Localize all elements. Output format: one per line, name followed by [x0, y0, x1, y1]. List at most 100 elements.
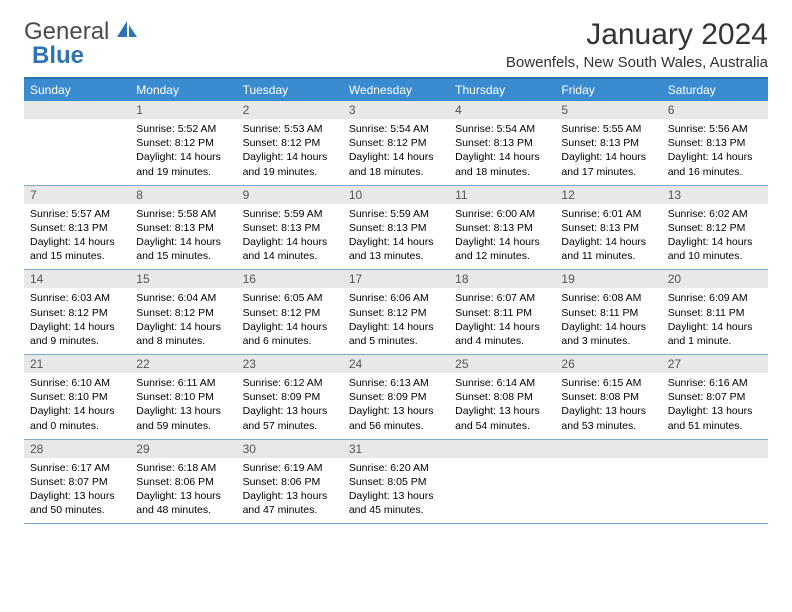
day-number: 9	[237, 186, 343, 204]
day-content: Sunrise: 6:01 AMSunset: 8:13 PMDaylight:…	[555, 204, 661, 270]
location-text: Bowenfels, New South Wales, Australia	[506, 54, 768, 71]
day-content: Sunrise: 6:20 AMSunset: 8:05 PMDaylight:…	[343, 458, 449, 524]
day-number: 22	[130, 355, 236, 373]
sunset-text: Sunset: 8:12 PM	[668, 221, 762, 235]
sunrise-text: Sunrise: 5:53 AM	[243, 122, 337, 136]
day-cell: 12Sunrise: 6:01 AMSunset: 8:13 PMDayligh…	[555, 186, 661, 271]
daylight-text: Daylight: 14 hours and 10 minutes.	[668, 235, 762, 263]
day-number: 11	[449, 186, 555, 204]
day-cell: 4Sunrise: 5:54 AMSunset: 8:13 PMDaylight…	[449, 101, 555, 186]
sunrise-text: Sunrise: 5:52 AM	[136, 122, 230, 136]
day-cell: 29Sunrise: 6:18 AMSunset: 8:06 PMDayligh…	[130, 440, 236, 525]
day-content: Sunrise: 5:59 AMSunset: 8:13 PMDaylight:…	[343, 204, 449, 270]
day-content: Sunrise: 6:14 AMSunset: 8:08 PMDaylight:…	[449, 373, 555, 439]
day-number: 24	[343, 355, 449, 373]
day-number: 12	[555, 186, 661, 204]
day-cell: 21Sunrise: 6:10 AMSunset: 8:10 PMDayligh…	[24, 355, 130, 440]
day-cell: 15Sunrise: 6:04 AMSunset: 8:12 PMDayligh…	[130, 270, 236, 355]
sunrise-text: Sunrise: 6:13 AM	[349, 376, 443, 390]
daylight-text: Daylight: 14 hours and 6 minutes.	[243, 320, 337, 348]
sunset-text: Sunset: 8:11 PM	[668, 306, 762, 320]
daylight-text: Daylight: 13 hours and 57 minutes.	[243, 404, 337, 432]
sunrise-text: Sunrise: 6:19 AM	[243, 461, 337, 475]
daylight-text: Daylight: 13 hours and 48 minutes.	[136, 489, 230, 517]
sunset-text: Sunset: 8:13 PM	[243, 221, 337, 235]
day-cell: 17Sunrise: 6:06 AMSunset: 8:12 PMDayligh…	[343, 270, 449, 355]
sunrise-text: Sunrise: 6:14 AM	[455, 376, 549, 390]
day-cell: 30Sunrise: 6:19 AMSunset: 8:06 PMDayligh…	[237, 440, 343, 525]
day-content: Sunrise: 6:03 AMSunset: 8:12 PMDaylight:…	[24, 288, 130, 354]
sunset-text: Sunset: 8:06 PM	[136, 475, 230, 489]
day-cell: 11Sunrise: 6:00 AMSunset: 8:13 PMDayligh…	[449, 186, 555, 271]
daylight-text: Daylight: 14 hours and 0 minutes.	[30, 404, 124, 432]
day-cell: 14Sunrise: 6:03 AMSunset: 8:12 PMDayligh…	[24, 270, 130, 355]
day-number: 4	[449, 101, 555, 119]
sunset-text: Sunset: 8:11 PM	[561, 306, 655, 320]
sunset-text: Sunset: 8:10 PM	[30, 390, 124, 404]
sunrise-text: Sunrise: 6:20 AM	[349, 461, 443, 475]
day-content: Sunrise: 6:05 AMSunset: 8:12 PMDaylight:…	[237, 288, 343, 354]
day-number: 30	[237, 440, 343, 458]
daylight-text: Daylight: 14 hours and 14 minutes.	[243, 235, 337, 263]
day-cell: 23Sunrise: 6:12 AMSunset: 8:09 PMDayligh…	[237, 355, 343, 440]
day-number: 8	[130, 186, 236, 204]
day-cell: 2Sunrise: 5:53 AMSunset: 8:12 PMDaylight…	[237, 101, 343, 186]
day-cell: 1Sunrise: 5:52 AMSunset: 8:12 PMDaylight…	[130, 101, 236, 186]
day-number: 27	[662, 355, 768, 373]
empty-cell	[662, 440, 768, 525]
weekday-header: Monday	[130, 79, 236, 101]
sunset-text: Sunset: 8:12 PM	[349, 306, 443, 320]
day-number: 19	[555, 270, 661, 288]
sunset-text: Sunset: 8:05 PM	[349, 475, 443, 489]
day-cell: 31Sunrise: 6:20 AMSunset: 8:05 PMDayligh…	[343, 440, 449, 525]
sail-icon	[115, 18, 141, 46]
sunrise-text: Sunrise: 6:09 AM	[668, 291, 762, 305]
sunset-text: Sunset: 8:07 PM	[30, 475, 124, 489]
sunrise-text: Sunrise: 5:59 AM	[243, 207, 337, 221]
day-number: 7	[24, 186, 130, 204]
sunrise-text: Sunrise: 6:10 AM	[30, 376, 124, 390]
day-content: Sunrise: 5:54 AMSunset: 8:13 PMDaylight:…	[449, 119, 555, 185]
daylight-text: Daylight: 13 hours and 47 minutes.	[243, 489, 337, 517]
daylight-text: Daylight: 14 hours and 1 minute.	[668, 320, 762, 348]
day-number: 10	[343, 186, 449, 204]
empty-daynum	[24, 101, 130, 119]
day-content: Sunrise: 6:18 AMSunset: 8:06 PMDaylight:…	[130, 458, 236, 524]
sunrise-text: Sunrise: 6:16 AM	[668, 376, 762, 390]
day-number: 15	[130, 270, 236, 288]
sunrise-text: Sunrise: 6:15 AM	[561, 376, 655, 390]
day-content: Sunrise: 6:06 AMSunset: 8:12 PMDaylight:…	[343, 288, 449, 354]
weekday-header: Wednesday	[343, 79, 449, 101]
sunset-text: Sunset: 8:09 PM	[243, 390, 337, 404]
brand-part2-wrap: Blue	[32, 42, 84, 70]
sunset-text: Sunset: 8:10 PM	[136, 390, 230, 404]
day-content: Sunrise: 6:16 AMSunset: 8:07 PMDaylight:…	[662, 373, 768, 439]
daylight-text: Daylight: 14 hours and 18 minutes.	[455, 150, 549, 178]
day-content: Sunrise: 6:17 AMSunset: 8:07 PMDaylight:…	[24, 458, 130, 524]
sunset-text: Sunset: 8:12 PM	[349, 136, 443, 150]
day-cell: 6Sunrise: 5:56 AMSunset: 8:13 PMDaylight…	[662, 101, 768, 186]
day-number: 13	[662, 186, 768, 204]
day-cell: 25Sunrise: 6:14 AMSunset: 8:08 PMDayligh…	[449, 355, 555, 440]
day-content: Sunrise: 6:12 AMSunset: 8:09 PMDaylight:…	[237, 373, 343, 439]
day-number: 31	[343, 440, 449, 458]
day-content: Sunrise: 6:04 AMSunset: 8:12 PMDaylight:…	[130, 288, 236, 354]
daylight-text: Daylight: 13 hours and 56 minutes.	[349, 404, 443, 432]
sunrise-text: Sunrise: 6:12 AM	[243, 376, 337, 390]
daylight-text: Daylight: 13 hours and 51 minutes.	[668, 404, 762, 432]
sunrise-text: Sunrise: 6:11 AM	[136, 376, 230, 390]
day-cell: 8Sunrise: 5:58 AMSunset: 8:13 PMDaylight…	[130, 186, 236, 271]
sunrise-text: Sunrise: 5:54 AM	[349, 122, 443, 136]
sunrise-text: Sunrise: 6:01 AM	[561, 207, 655, 221]
sunset-text: Sunset: 8:12 PM	[30, 306, 124, 320]
daylight-text: Daylight: 14 hours and 18 minutes.	[349, 150, 443, 178]
daylight-text: Daylight: 14 hours and 4 minutes.	[455, 320, 549, 348]
day-content: Sunrise: 5:54 AMSunset: 8:12 PMDaylight:…	[343, 119, 449, 185]
sunrise-text: Sunrise: 6:03 AM	[30, 291, 124, 305]
day-number: 29	[130, 440, 236, 458]
sunset-text: Sunset: 8:12 PM	[136, 136, 230, 150]
sunset-text: Sunset: 8:12 PM	[243, 306, 337, 320]
day-content: Sunrise: 6:10 AMSunset: 8:10 PMDaylight:…	[24, 373, 130, 439]
day-content: Sunrise: 5:56 AMSunset: 8:13 PMDaylight:…	[662, 119, 768, 185]
month-title: January 2024	[506, 18, 768, 52]
